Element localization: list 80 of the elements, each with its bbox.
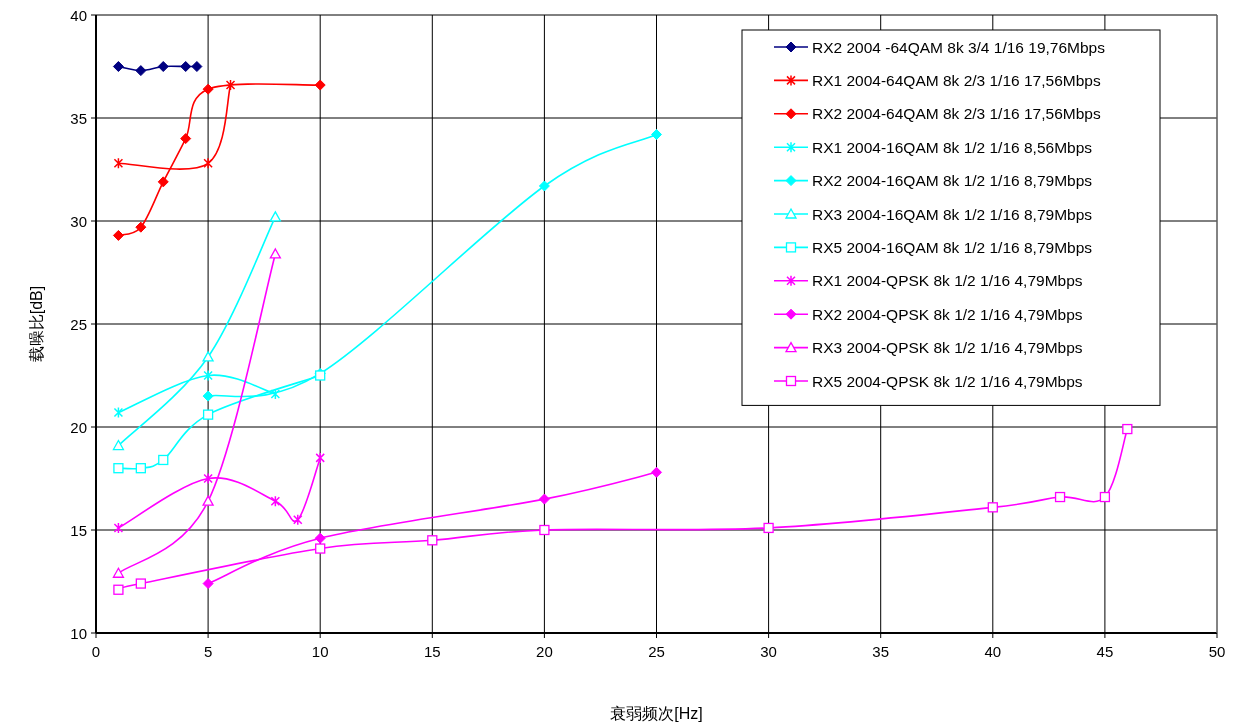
legend-label: RX5 2004-QPSK 8k 1/2 1/16 4,79Mbps <box>812 372 1083 390</box>
point <box>202 390 214 402</box>
point <box>113 463 124 474</box>
point <box>203 157 213 170</box>
point <box>112 439 125 451</box>
point <box>113 522 124 534</box>
legend-label: RX5 2004-16QAM 8k 1/2 1/16 8,79Mbps <box>812 238 1093 256</box>
legend-label: RX2 2004-16QAM 8k 1/2 1/16 8,79Mbps <box>812 172 1093 190</box>
point <box>112 229 124 241</box>
x-tick-label: 5 <box>203 643 213 660</box>
point <box>202 409 214 420</box>
point <box>225 79 236 91</box>
y-tick-label: 20 <box>70 419 87 436</box>
legend-label: RX1 2004-16QAM 8k 1/2 1/16 8,56Mbps <box>812 138 1093 156</box>
point <box>113 584 124 595</box>
point <box>191 61 203 72</box>
point <box>538 493 550 505</box>
point <box>315 452 325 464</box>
legend-label: RX1 2004-64QAM 8k 2/3 1/16 17,56Mbps <box>812 71 1101 89</box>
point <box>270 495 281 507</box>
point <box>135 578 146 589</box>
y-tick-label: 25 <box>70 316 87 333</box>
x-tick-label: 40 <box>984 643 1002 660</box>
point <box>538 180 550 192</box>
x-tick-label: 50 <box>1208 643 1226 660</box>
point <box>314 79 326 91</box>
point <box>113 157 124 170</box>
y-tick-label: 40 <box>70 7 87 24</box>
point <box>763 522 774 534</box>
point <box>135 463 146 474</box>
point <box>314 532 326 544</box>
point <box>112 61 124 72</box>
point <box>112 567 125 578</box>
legend-label: RX3 2004-QPSK 8k 1/2 1/16 4,79Mbps <box>812 339 1083 357</box>
point <box>1122 423 1133 435</box>
point <box>987 502 998 513</box>
point <box>135 65 147 77</box>
point <box>113 406 124 419</box>
point <box>202 578 214 590</box>
point <box>202 351 214 362</box>
point <box>651 128 662 140</box>
legend-label: RX3 2004-16QAM 8k 1/2 1/16 8,79Mbps <box>812 205 1093 223</box>
y-tick-label: 10 <box>70 625 87 642</box>
y-tick-label: 35 <box>70 110 87 127</box>
point <box>651 466 662 478</box>
point <box>157 176 169 188</box>
point <box>1099 491 1111 503</box>
legend-label: RX2 2004 -64QAM 8k 3/4 1/16 19,76Mbps <box>812 38 1106 56</box>
x-axis-title: 衰弱频次[Hz] <box>610 705 703 722</box>
x-tick-label: 35 <box>872 643 890 660</box>
legend-label: RX2 2004-QPSK 8k 1/2 1/16 4,79Mbps <box>812 305 1083 323</box>
point <box>135 221 147 233</box>
point <box>269 248 282 259</box>
x-tick-label: 30 <box>760 643 777 660</box>
y-tick-label: 30 <box>70 213 87 230</box>
y-tick-label: 15 <box>70 522 87 539</box>
point <box>269 211 282 222</box>
point <box>315 543 326 554</box>
x-tick-label: 20 <box>536 643 553 660</box>
legend-label: RX2 2004-64QAM 8k 2/3 1/16 17,56Mbps <box>812 105 1101 123</box>
x-tick-label: 0 <box>91 643 101 660</box>
x-tick-label: 15 <box>423 643 441 660</box>
point <box>202 83 214 95</box>
point <box>203 472 213 485</box>
point <box>180 61 192 72</box>
point <box>203 369 213 382</box>
legend-label: RX1 2004-QPSK 8k 1/2 1/16 4,79Mbps <box>812 272 1083 290</box>
x-tick-label: 45 <box>1096 643 1114 660</box>
point <box>157 61 169 72</box>
point <box>202 495 214 506</box>
point <box>270 388 281 400</box>
point <box>1054 491 1066 503</box>
point <box>180 133 192 145</box>
x-tick-label: 25 <box>648 643 665 660</box>
point <box>158 454 169 466</box>
y-axis-title: 载噪比[dB] <box>28 285 45 363</box>
point <box>293 513 303 526</box>
point <box>427 535 438 546</box>
x-tick-label: 10 <box>311 643 329 660</box>
point <box>539 524 550 536</box>
